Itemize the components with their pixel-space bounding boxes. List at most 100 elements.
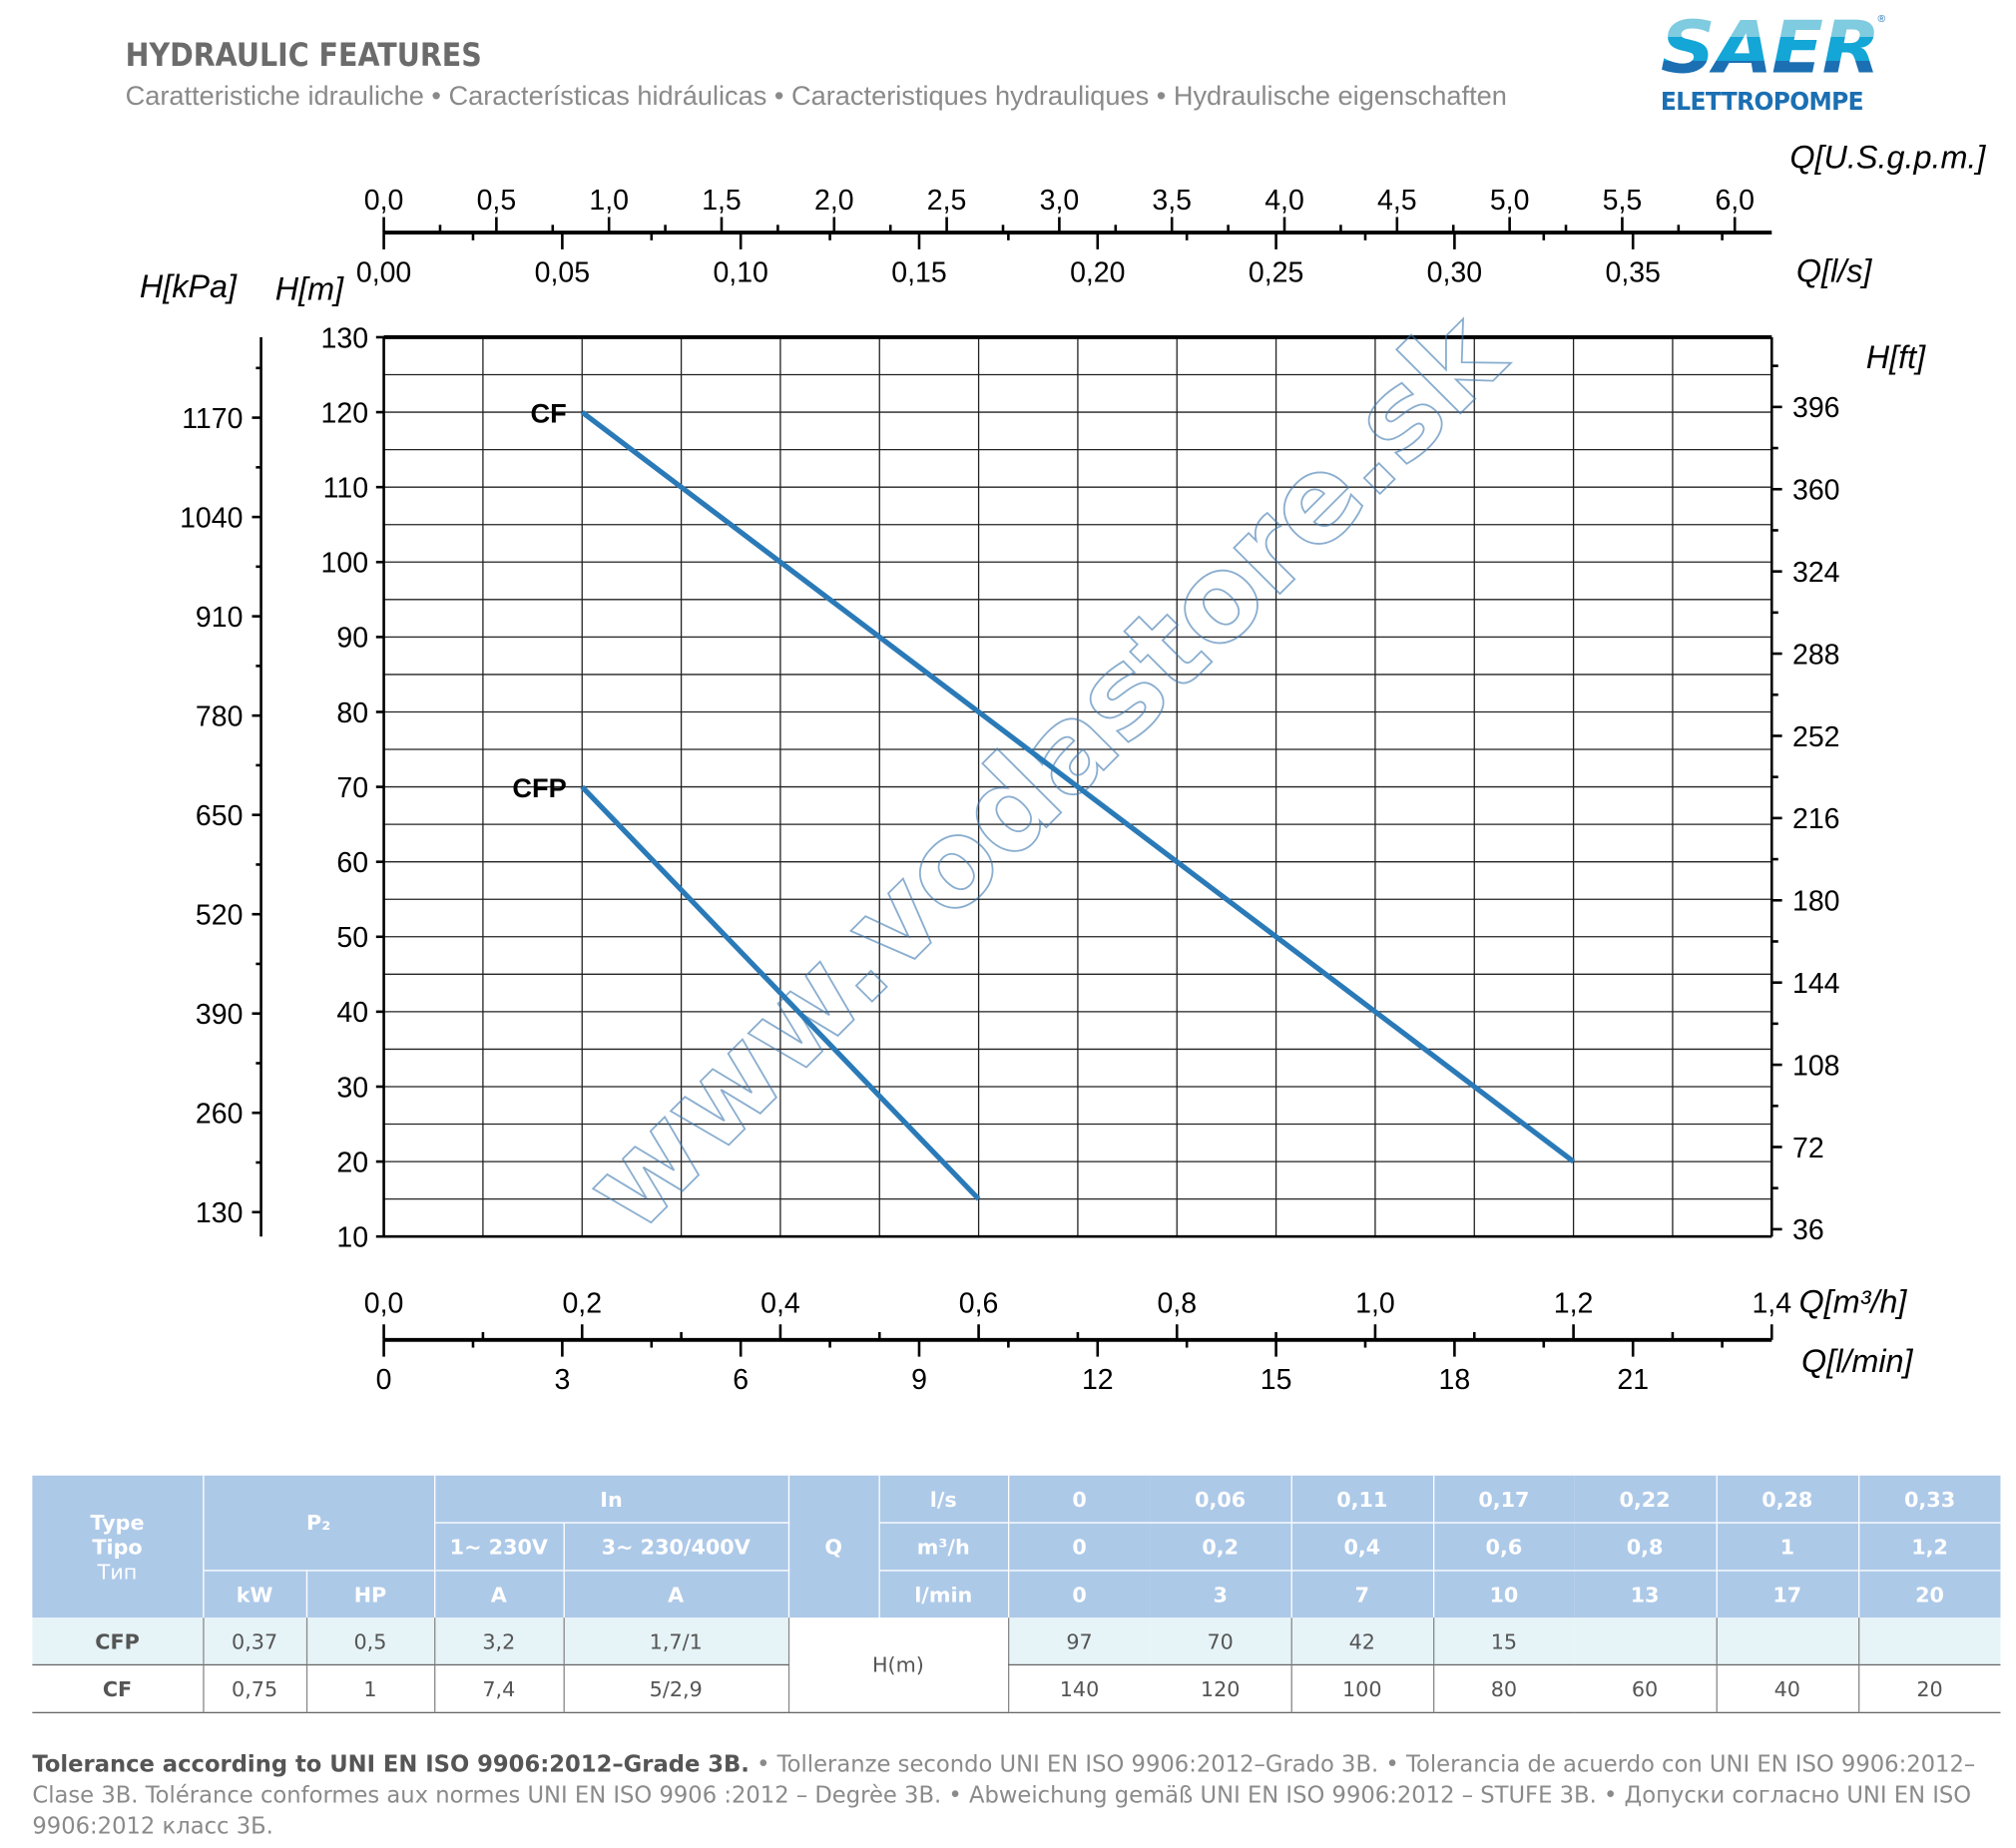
type-label: Tipo xyxy=(92,1534,143,1560)
gpm-tick-label: 2,5 xyxy=(927,185,967,217)
lmin-axis-title: Q[l/min] xyxy=(1801,1343,1913,1379)
header-ls-value: 0,11 xyxy=(1289,1475,1434,1524)
y-tick-label: 30 xyxy=(336,1072,368,1104)
ls-axis-title: Q[l/s] xyxy=(1796,252,1873,288)
row-head-value: 15 xyxy=(1432,1617,1575,1666)
logo-sub: ELETTROPOMPE xyxy=(1660,88,1864,117)
gpm-tick-label: 4,0 xyxy=(1264,185,1304,217)
curve-cfp xyxy=(580,784,981,1201)
row-hp: 1 xyxy=(305,1664,435,1713)
ls-tick-label: 0,35 xyxy=(1605,256,1660,288)
header-ls-value: 0,17 xyxy=(1432,1475,1575,1524)
m3h-tick-label: 0,4 xyxy=(760,1288,800,1320)
header-lmin-value: 3 xyxy=(1150,1570,1291,1618)
y-tick-label: 70 xyxy=(336,772,368,804)
ft-axis-title: H[ft] xyxy=(1866,339,1926,375)
y-tick-label: 20 xyxy=(336,1147,368,1178)
ft-tick-label: 216 xyxy=(1792,803,1840,835)
header-unit-ls: l/s xyxy=(877,1475,1008,1524)
header-lmin-value: 7 xyxy=(1289,1570,1434,1618)
kpa-axis-title: H[kPa] xyxy=(140,268,238,304)
row-head-value: 120 xyxy=(1150,1664,1291,1713)
lmin-tick-label: 3 xyxy=(554,1364,570,1396)
lmin-tick-label: 15 xyxy=(1260,1364,1292,1396)
ft-tick-label: 36 xyxy=(1792,1214,1824,1246)
ft-tick-label: 72 xyxy=(1792,1133,1824,1164)
y-tick-label: 50 xyxy=(336,922,368,954)
row-type: CFP xyxy=(32,1617,204,1666)
m3h-tick-label: 0,2 xyxy=(562,1288,602,1320)
ls-tick-label: 0,05 xyxy=(535,256,590,288)
m3h-tick-label: 1,0 xyxy=(1355,1288,1395,1320)
curve-label-cf: CF xyxy=(530,397,566,428)
m3h-tick-label: 0,0 xyxy=(364,1288,404,1320)
kpa-tick-label: 390 xyxy=(196,999,244,1031)
lmin-tick-label: 21 xyxy=(1617,1364,1649,1396)
lmin-tick-label: 12 xyxy=(1082,1364,1114,1396)
header-ls-value: 0,06 xyxy=(1150,1475,1291,1524)
m3h-axis-title: Q[m³/h] xyxy=(1798,1284,1907,1320)
type-label: Тип xyxy=(97,1559,138,1584)
header-ls-value: 0,22 xyxy=(1574,1475,1717,1524)
row-hm-label: H(m) xyxy=(787,1617,1008,1713)
page-subtitle: Caratteristiche idrauliche • Característ… xyxy=(125,81,1507,112)
m3h-tick-label: 0,6 xyxy=(959,1288,999,1320)
ls-tick-label: 0,30 xyxy=(1427,256,1482,288)
y-tick-label: 10 xyxy=(336,1222,368,1254)
row-a3: 5/2,9 xyxy=(562,1664,788,1713)
gpm-tick-label: 4,5 xyxy=(1377,185,1417,217)
gpm-tick-label: 2,0 xyxy=(814,185,854,217)
m3h-tick-label: 1,2 xyxy=(1554,1288,1594,1320)
gpm-tick-label: 1,5 xyxy=(702,185,742,217)
header-m3h-value: 0,8 xyxy=(1574,1522,1717,1571)
row-head-value: 140 xyxy=(1007,1664,1151,1713)
row-head-value: 80 xyxy=(1432,1664,1575,1713)
y-tick-label: 110 xyxy=(323,473,368,505)
row-a1: 7,4 xyxy=(433,1664,564,1713)
watermark: www.vodastore.sk xyxy=(558,285,1531,1258)
header-m3h-value: 0,2 xyxy=(1150,1522,1291,1571)
header-p2: P₂ xyxy=(202,1475,435,1571)
ls-tick-label: 0,15 xyxy=(891,256,946,288)
row-head-value: 70 xyxy=(1150,1617,1291,1666)
row-a1: 3,2 xyxy=(433,1617,564,1666)
header-lmin-value: 17 xyxy=(1715,1570,1859,1618)
row-kw: 0,37 xyxy=(202,1617,306,1666)
gpm-tick-label: 5,0 xyxy=(1490,185,1530,217)
row-head-value: 97 xyxy=(1007,1617,1151,1666)
header-unit-lmin: l/min xyxy=(877,1570,1008,1618)
gpm-tick-label: 0,0 xyxy=(364,185,404,217)
page-title: HYDRAULIC FEATURES xyxy=(125,36,482,74)
header-m3h-value: 1,2 xyxy=(1857,1522,2001,1571)
ls-tick-label: 0,00 xyxy=(356,256,411,288)
kpa-tick-label: 520 xyxy=(196,900,244,932)
tolerance-text: • Tolleranze secondo UNI EN ISO 9906:201… xyxy=(32,1751,1976,1840)
ft-tick-label: 360 xyxy=(1792,475,1840,507)
ft-tick-label: 252 xyxy=(1792,721,1840,753)
ft-tick-label: 180 xyxy=(1792,886,1840,918)
y-tick-label: 130 xyxy=(321,322,369,354)
lmin-tick-label: 9 xyxy=(911,1364,927,1396)
table-row: CF 0,75 1 7,4 5/2,9 140 120 100 80 60 40 20 xyxy=(32,1664,2001,1713)
y-tick-label: 80 xyxy=(336,697,368,729)
tolerance-note: Tolerance according to UNI EN ISO 9906:2… xyxy=(32,1749,1996,1842)
gpm-tick-label: 1,0 xyxy=(589,185,629,217)
performance-chart: www.vodastore.sk102030405060708090100110… xyxy=(140,139,1987,1396)
row-head-value xyxy=(1574,1617,1717,1666)
ls-tick-label: 0,10 xyxy=(713,256,767,288)
kpa-tick-label: 1170 xyxy=(182,403,243,435)
m3h-tick-label: 1,4 xyxy=(1752,1288,1791,1320)
kpa-tick-label: 910 xyxy=(196,602,244,634)
gpm-tick-label: 6,0 xyxy=(1715,185,1755,217)
kpa-tick-label: 130 xyxy=(196,1197,244,1229)
header-lmin-value: 13 xyxy=(1574,1570,1717,1618)
kpa-tick-label: 650 xyxy=(196,800,244,832)
header-unit-m3h: m³/h xyxy=(877,1522,1008,1571)
ls-tick-label: 0,25 xyxy=(1249,256,1303,288)
kpa-tick-label: 780 xyxy=(196,701,244,733)
row-hp: 0,5 xyxy=(305,1617,435,1666)
saer-logo: SAER ELETTROPOMPE ® xyxy=(1660,12,1893,117)
header-m3h-value: 0,6 xyxy=(1432,1522,1575,1571)
